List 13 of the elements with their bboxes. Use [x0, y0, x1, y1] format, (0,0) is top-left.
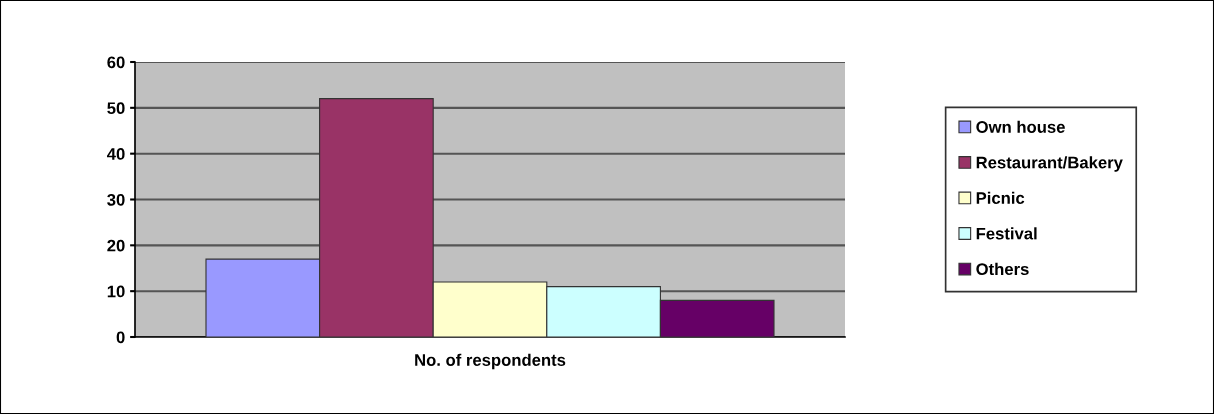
y-tick-label: 0: [116, 331, 125, 344]
y-tick-label: 40: [106, 148, 125, 160]
legend-label: Picnic: [976, 191, 1025, 204]
legend-label: Own house: [976, 120, 1065, 133]
y-tick-label: 50: [107, 102, 125, 115]
y-tick-label: 20: [107, 239, 125, 252]
legend-label: Restaurant/Bakery: [976, 156, 1123, 172]
legend-label: Festival: [976, 227, 1037, 240]
x-tick-label: No. of respondents: [415, 353, 566, 370]
legend-label: Others: [976, 262, 1029, 276]
y-tick-label: 30: [107, 193, 125, 206]
y-tick-label: 10: [107, 285, 125, 298]
y-tick-label: 60: [107, 56, 125, 69]
